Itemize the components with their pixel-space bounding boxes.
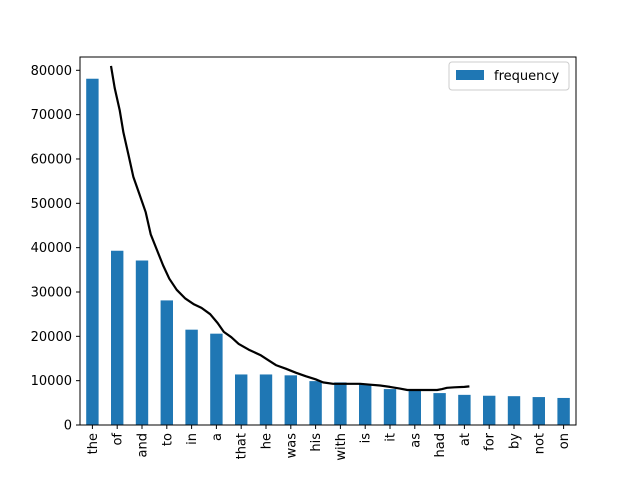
x-tick-label: not (532, 433, 547, 454)
bar-for (483, 395, 496, 425)
x-tick-label: for (483, 432, 498, 451)
bar-is (359, 384, 372, 425)
bars-group (86, 78, 570, 425)
bar-with (334, 382, 347, 425)
x-tick-label: as (408, 433, 423, 448)
y-tick-label: 40000 (31, 241, 72, 256)
plot-frame (79, 56, 577, 426)
y-tick-label: 20000 (31, 330, 72, 345)
bar-of (111, 250, 124, 425)
y-tick-label: 50000 (31, 197, 72, 212)
x-tick-label: he (260, 433, 275, 449)
y-tick-label: 30000 (31, 285, 72, 300)
y-tick-label: 60000 (31, 152, 72, 167)
x-tick-label: in (185, 433, 200, 445)
legend-label: frequency (494, 69, 560, 84)
x-tick-label: to (160, 433, 175, 446)
bar-a (210, 333, 223, 425)
x-tick-label: at (458, 433, 473, 446)
bar-on (557, 397, 570, 425)
bar-by (507, 396, 521, 425)
overlay-line (109, 65, 470, 392)
x-tick-label: was (284, 433, 299, 459)
bar-and (135, 260, 149, 425)
x-tick-label: by (508, 433, 523, 449)
x-tick-label: and (136, 433, 151, 457)
bar-at (458, 394, 471, 425)
bar-had (433, 393, 446, 425)
y-tick-label: 10000 (31, 374, 72, 389)
x-tick-label: of (111, 433, 126, 446)
overlay-line-group (109, 65, 470, 392)
bar-was (284, 375, 297, 425)
y-tick-label: 0 (64, 419, 72, 434)
x-tick-label: on (557, 433, 572, 449)
legend-swatch (456, 70, 484, 80)
x-tick-label: a (210, 433, 225, 441)
x-tick-label: had (433, 433, 448, 457)
x-tick-label: it (384, 433, 399, 442)
x-tick-label: with (334, 433, 349, 461)
bar-the (86, 78, 99, 425)
bar-it (383, 389, 397, 425)
x-tick-label: the (86, 433, 101, 454)
legend-frame (448, 61, 570, 91)
bar-as (408, 389, 421, 425)
bar-his (309, 381, 322, 425)
bar-to (160, 300, 173, 425)
y-tick-label: 70000 (31, 108, 72, 123)
bar-not (532, 397, 545, 425)
y-tick-label: 80000 (31, 64, 72, 79)
x-tick-label: his (309, 433, 324, 452)
bar-he (259, 374, 273, 425)
axes-group: 0 10000 20000 30000 40000 50000 60000 70000 8000… (31, 56, 577, 461)
x-tick-label: that (235, 433, 250, 459)
legend: frequency (448, 61, 570, 91)
bar-that (235, 374, 248, 425)
x-tick-label: is (359, 433, 374, 444)
bar-in (185, 329, 198, 425)
